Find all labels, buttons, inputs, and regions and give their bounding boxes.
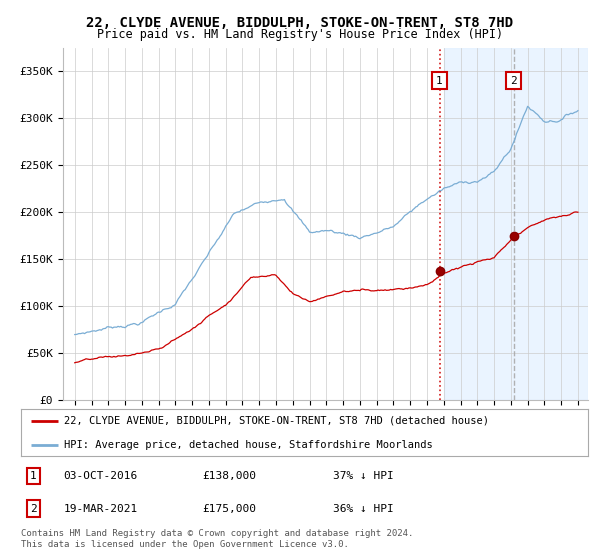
Text: 03-OCT-2016: 03-OCT-2016: [64, 471, 138, 481]
Text: £175,000: £175,000: [202, 503, 256, 514]
Text: 2: 2: [30, 503, 37, 514]
Text: 19-MAR-2021: 19-MAR-2021: [64, 503, 138, 514]
Text: 37% ↓ HPI: 37% ↓ HPI: [333, 471, 394, 481]
Text: Price paid vs. HM Land Registry's House Price Index (HPI): Price paid vs. HM Land Registry's House …: [97, 28, 503, 41]
Text: 22, CLYDE AVENUE, BIDDULPH, STOKE-ON-TRENT, ST8 7HD: 22, CLYDE AVENUE, BIDDULPH, STOKE-ON-TRE…: [86, 16, 514, 30]
Text: 1: 1: [436, 76, 443, 86]
Text: £138,000: £138,000: [202, 471, 256, 481]
Bar: [444, 48, 588, 400]
Text: 1: 1: [30, 471, 37, 481]
Text: 2: 2: [511, 76, 517, 86]
Text: HPI: Average price, detached house, Staffordshire Moorlands: HPI: Average price, detached house, Staf…: [64, 440, 432, 450]
Text: Contains HM Land Registry data © Crown copyright and database right 2024.
This d: Contains HM Land Registry data © Crown c…: [21, 529, 413, 549]
Text: 36% ↓ HPI: 36% ↓ HPI: [333, 503, 394, 514]
Text: 22, CLYDE AVENUE, BIDDULPH, STOKE-ON-TRENT, ST8 7HD (detached house): 22, CLYDE AVENUE, BIDDULPH, STOKE-ON-TRE…: [64, 416, 488, 426]
